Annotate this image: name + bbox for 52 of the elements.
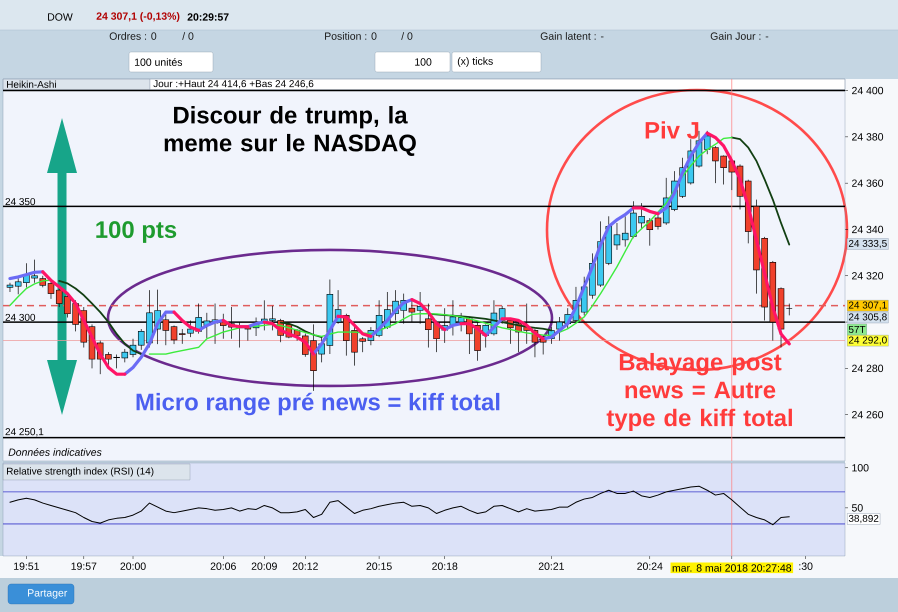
y-tick-label: 24 340 (852, 226, 884, 234)
ref-line-label: 24 292,0 (848, 336, 887, 345)
x-tick-label: 20:12 (292, 562, 318, 570)
x-tick-label: 20:06 (210, 562, 236, 570)
text: (x) ticks (458, 57, 493, 67)
y-tick-label: 24 380 (852, 133, 884, 141)
annotation: Piv J (646, 121, 698, 139)
text: 24 333,5 (848, 240, 887, 248)
text: Partager (28, 589, 68, 599)
x-tick-label: 20:21 (538, 562, 564, 570)
chart-title: Heikin-Ashi (7, 80, 56, 88)
text: / 0 (401, 32, 412, 40)
x-tick-label: 20:00 (120, 562, 146, 570)
y-tick-label: 100 (852, 464, 869, 472)
x-tick-label: 19:57 (72, 562, 96, 570)
candlestick (786, 303, 792, 316)
text: Ordres : 0 (110, 32, 156, 40)
x-tick-label: 20:18 (432, 562, 458, 570)
x-tick-label: mar. 8 mai 2018 20:27:48 (672, 564, 792, 572)
y-tick-label: 24 280 (852, 364, 884, 372)
annotation: Micro range pré news = kiff total (136, 392, 500, 416)
text: 57T (848, 326, 866, 333)
x-tick-label: 20:09 (252, 562, 277, 570)
ref-line-label: 24 307,1 (848, 302, 887, 310)
text: 24 305,8 (848, 313, 887, 322)
y-tick-label: 24 260 (852, 410, 884, 418)
text: Gain Jour : - (710, 32, 768, 40)
y-tick-label: 24 360 (852, 179, 884, 187)
x-tick-label: :30 (799, 562, 812, 570)
chart-subtitle: Jour :+Haut 24 414,6 +Bas 24 246,6 (153, 80, 314, 88)
y-tick-label: 50 (852, 504, 863, 512)
y-tick-label: 24 400 (852, 86, 884, 94)
text: DOW (48, 13, 73, 21)
ref-line-label: 24 350 (6, 198, 36, 206)
text: Gain latent : - (540, 32, 604, 40)
annotation: 100 pts (96, 221, 176, 243)
chart-title: Relative strength index (RSI) (14) (7, 467, 154, 477)
text: 100 unités (135, 58, 182, 66)
annotation: Discour de trump, la meme sur le NASDAQ (164, 106, 416, 156)
text: 38,892 (848, 514, 878, 524)
x-tick-label: 20:15 (366, 562, 392, 570)
x-tick-label: 19:51 (14, 562, 39, 570)
annotation: Données indicatives (8, 448, 102, 456)
ref-line-label: 24 300 (6, 314, 36, 321)
x-tick-label: 20:24 (637, 562, 663, 570)
text: 20:29:57 (188, 13, 229, 21)
y-tick-label: 24 320 (852, 272, 884, 280)
text: / 0 (182, 32, 194, 40)
text: 24 307,1 (-0,13%) (96, 12, 180, 22)
text: 100 (415, 58, 432, 66)
ref-line-label: 24 250,1 (6, 428, 44, 436)
text: Position : 0 (325, 32, 377, 40)
